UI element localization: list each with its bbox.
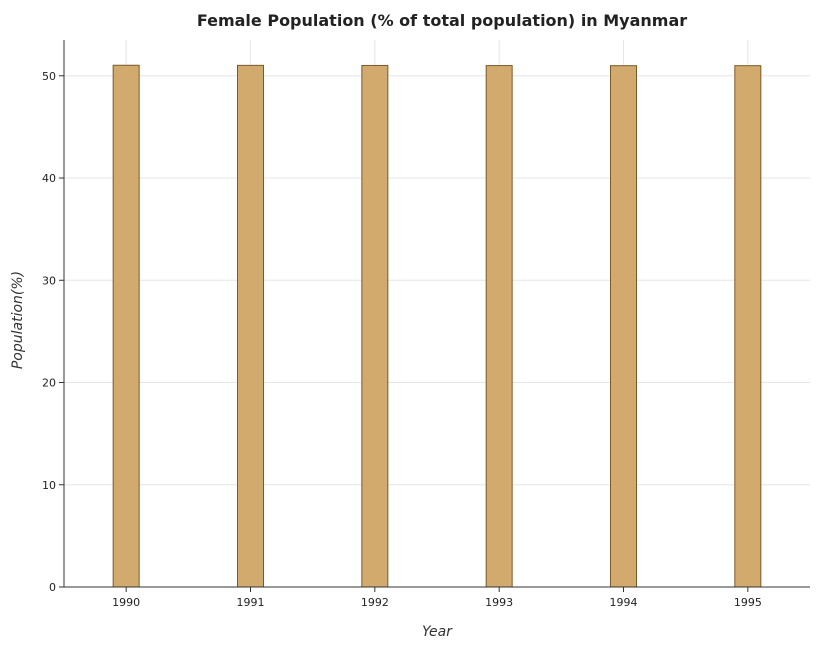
y-axis-label: Population(%) <box>10 271 26 369</box>
y-tick-label: 0 <box>49 581 56 594</box>
x-tick-label: 1994 <box>610 596 638 609</box>
x-tick-label: 1995 <box>734 596 762 609</box>
x-tick-label: 1990 <box>112 596 140 609</box>
x-tick-label: 1992 <box>361 596 389 609</box>
y-tick-label: 30 <box>42 274 56 287</box>
y-tick-label: 20 <box>42 377 56 390</box>
y-tick-label: 40 <box>42 172 56 185</box>
bar-1994 <box>610 65 637 588</box>
bar-1990 <box>112 64 140 588</box>
x-tick-label: 1993 <box>485 596 513 609</box>
x-tick-label: 1991 <box>237 596 265 609</box>
x-axis-label: Year <box>422 624 453 640</box>
bars <box>112 64 762 588</box>
chart-title: Female Population (% of total population… <box>197 11 687 30</box>
axes: 0 10 20 30 40 50 1990 1991 1992 1993 1994 1995 <box>42 40 810 609</box>
y-tick-label: 10 <box>42 479 56 492</box>
bar-1993 <box>485 65 513 588</box>
bar-1992 <box>361 64 389 588</box>
bar-1995 <box>734 65 762 588</box>
bar-1991 <box>237 64 264 588</box>
y-tick-label: 50 <box>42 70 56 83</box>
grid-lines <box>64 40 810 588</box>
